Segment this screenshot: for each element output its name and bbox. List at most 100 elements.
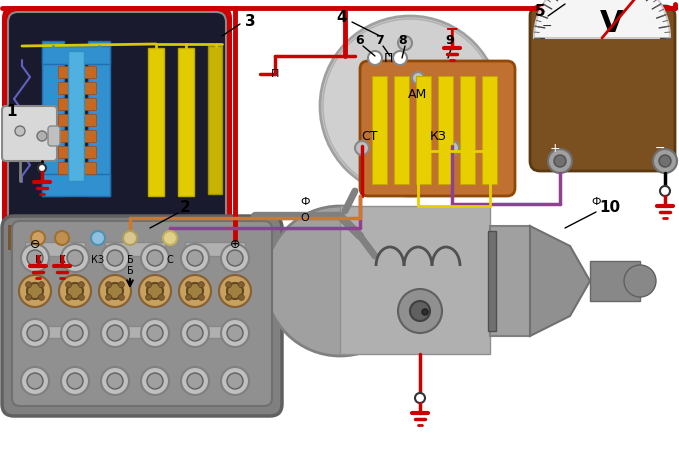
Text: 9: 9 bbox=[445, 34, 454, 48]
Circle shape bbox=[198, 282, 204, 288]
FancyBboxPatch shape bbox=[8, 12, 226, 250]
Text: Т: Т bbox=[447, 29, 457, 43]
Circle shape bbox=[445, 141, 459, 155]
Circle shape bbox=[221, 244, 249, 272]
Text: П: П bbox=[271, 69, 279, 79]
Bar bbox=[178, 48, 194, 196]
Circle shape bbox=[198, 294, 204, 300]
Circle shape bbox=[38, 164, 46, 172]
Bar bbox=[340, 206, 490, 354]
Circle shape bbox=[91, 231, 105, 245]
Circle shape bbox=[179, 275, 211, 307]
Bar bbox=[42, 41, 64, 196]
Text: 6: 6 bbox=[356, 34, 365, 48]
Text: К: К bbox=[58, 255, 65, 265]
Bar bbox=[58, 66, 96, 78]
Circle shape bbox=[99, 275, 131, 307]
Bar bbox=[58, 162, 96, 174]
Bar bbox=[185, 326, 245, 338]
Circle shape bbox=[107, 373, 123, 389]
Circle shape bbox=[31, 231, 45, 245]
Circle shape bbox=[123, 231, 137, 245]
Circle shape bbox=[265, 206, 415, 356]
Bar bbox=[416, 76, 431, 184]
Text: КЗ: КЗ bbox=[430, 129, 446, 142]
Circle shape bbox=[37, 131, 47, 141]
Circle shape bbox=[118, 282, 124, 288]
Bar bbox=[488, 231, 496, 331]
Circle shape bbox=[26, 282, 32, 288]
Text: СТ: СТ bbox=[362, 129, 378, 142]
FancyBboxPatch shape bbox=[12, 221, 272, 406]
Circle shape bbox=[39, 282, 44, 288]
Circle shape bbox=[653, 149, 677, 173]
Circle shape bbox=[659, 155, 671, 167]
Circle shape bbox=[227, 373, 243, 389]
Bar bbox=[418, 151, 490, 206]
Circle shape bbox=[225, 282, 232, 288]
Bar bbox=[148, 48, 164, 196]
Bar bbox=[490, 226, 530, 336]
Circle shape bbox=[27, 250, 43, 266]
Bar bbox=[8, 225, 226, 250]
Circle shape bbox=[78, 282, 84, 288]
Circle shape bbox=[181, 244, 209, 272]
Text: АМ: АМ bbox=[408, 88, 428, 100]
Circle shape bbox=[21, 319, 49, 347]
Text: 4: 4 bbox=[337, 10, 348, 26]
Circle shape bbox=[187, 325, 203, 341]
Circle shape bbox=[422, 309, 428, 315]
Circle shape bbox=[163, 231, 177, 245]
Circle shape bbox=[187, 250, 203, 266]
Circle shape bbox=[554, 155, 566, 167]
Circle shape bbox=[101, 319, 129, 347]
FancyBboxPatch shape bbox=[530, 6, 675, 171]
Circle shape bbox=[21, 367, 49, 395]
Circle shape bbox=[147, 283, 163, 299]
Circle shape bbox=[21, 244, 49, 272]
Bar bbox=[88, 41, 110, 196]
Circle shape bbox=[225, 294, 232, 300]
Text: 2: 2 bbox=[180, 200, 190, 216]
Circle shape bbox=[320, 16, 500, 196]
Bar bbox=[58, 114, 96, 126]
Circle shape bbox=[61, 319, 89, 347]
Circle shape bbox=[624, 265, 656, 297]
Circle shape bbox=[368, 51, 382, 65]
Circle shape bbox=[227, 283, 243, 299]
Circle shape bbox=[101, 244, 129, 272]
Text: С: С bbox=[166, 255, 173, 265]
Text: 3: 3 bbox=[244, 13, 255, 29]
Bar bbox=[68, 51, 84, 181]
Circle shape bbox=[107, 283, 123, 299]
Text: ⊕: ⊕ bbox=[230, 238, 240, 250]
Circle shape bbox=[410, 301, 430, 321]
Circle shape bbox=[67, 250, 83, 266]
Bar bbox=[482, 76, 497, 184]
Text: 5: 5 bbox=[534, 3, 545, 19]
Circle shape bbox=[147, 325, 163, 341]
Circle shape bbox=[67, 283, 83, 299]
Bar bbox=[58, 146, 96, 158]
Circle shape bbox=[219, 275, 251, 307]
Polygon shape bbox=[530, 226, 590, 336]
Text: 7: 7 bbox=[375, 34, 384, 48]
Circle shape bbox=[59, 275, 91, 307]
Bar bbox=[185, 242, 245, 256]
Circle shape bbox=[398, 36, 412, 50]
Text: О: О bbox=[301, 213, 310, 223]
Circle shape bbox=[139, 275, 171, 307]
Circle shape bbox=[101, 367, 129, 395]
Text: Б: Б bbox=[126, 255, 133, 265]
Bar bbox=[105, 242, 165, 256]
Bar bbox=[394, 76, 409, 184]
Bar bbox=[42, 174, 110, 196]
Circle shape bbox=[158, 282, 164, 288]
Circle shape bbox=[141, 319, 169, 347]
Bar bbox=[58, 130, 96, 142]
Circle shape bbox=[141, 367, 169, 395]
Circle shape bbox=[66, 282, 72, 288]
Circle shape bbox=[185, 282, 191, 288]
Circle shape bbox=[19, 275, 51, 307]
FancyBboxPatch shape bbox=[2, 216, 282, 416]
